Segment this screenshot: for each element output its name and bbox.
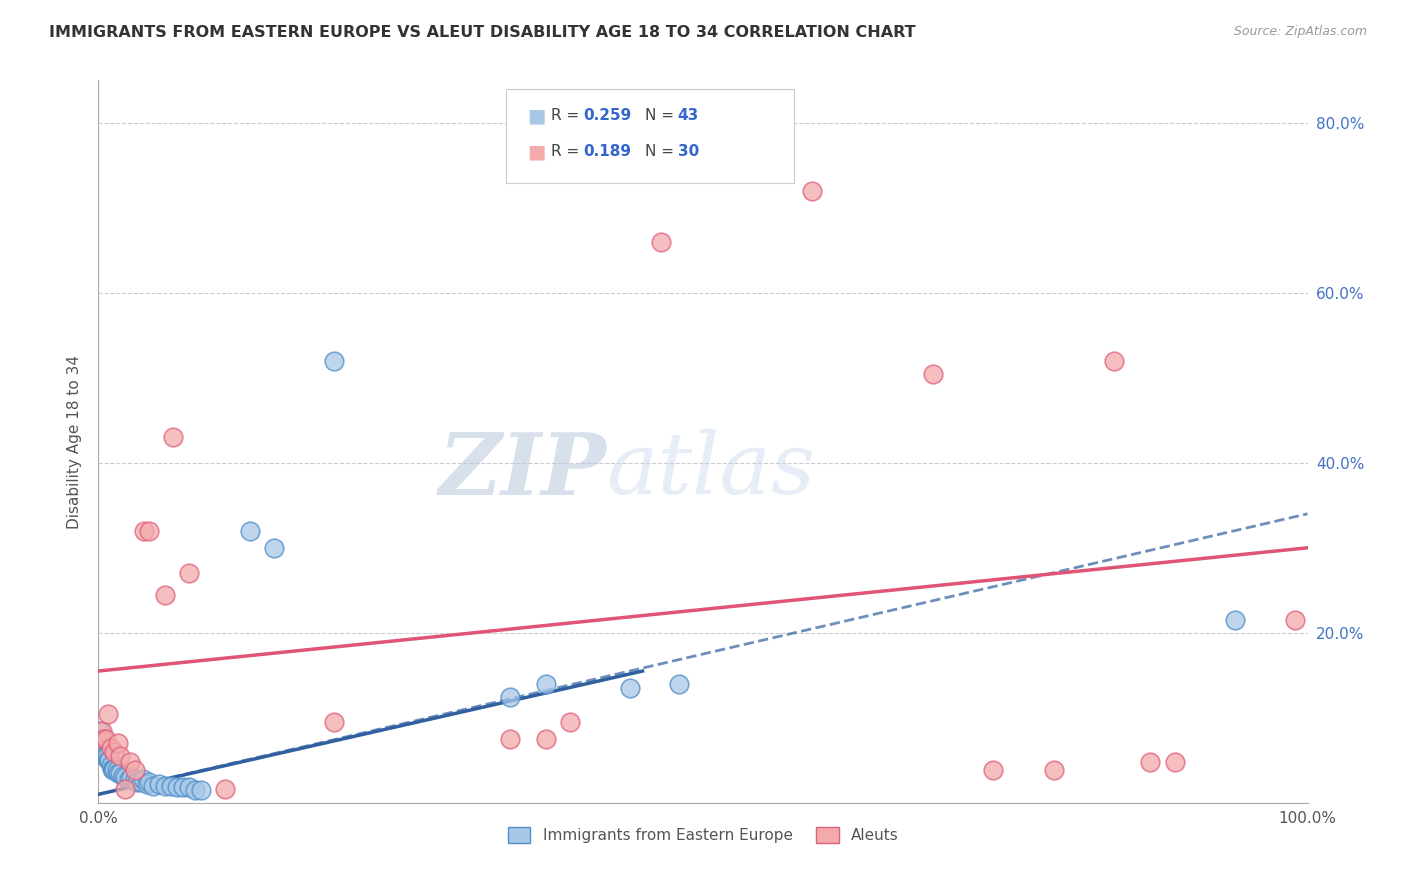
Point — [101, 764, 124, 778]
Point — [1139, 755, 1161, 769]
Text: 0.259: 0.259 — [583, 109, 631, 123]
Point — [619, 681, 641, 695]
Point — [650, 235, 672, 249]
Point — [103, 745, 125, 759]
Point — [800, 184, 823, 198]
Text: IMMIGRANTS FROM EASTERN EUROPE VS ALEUT DISABILITY AGE 18 TO 34 CORRELATION CHAR: IMMIGRANTS FROM EASTERN EUROPE VS ALEUT … — [49, 25, 915, 40]
Point — [107, 766, 129, 780]
Point — [94, 749, 117, 764]
Point — [100, 740, 122, 755]
Point — [124, 772, 146, 786]
Text: atlas: atlas — [606, 429, 815, 512]
Point — [498, 690, 520, 704]
Point — [91, 740, 114, 755]
Point — [190, 783, 212, 797]
Point — [135, 777, 157, 791]
Point — [184, 783, 207, 797]
Point — [214, 782, 236, 797]
Point — [93, 732, 115, 747]
Point — [118, 755, 141, 769]
Point — [172, 780, 194, 795]
Point — [179, 566, 201, 581]
Point — [89, 723, 111, 738]
Text: ■: ■ — [527, 106, 546, 126]
Point — [96, 749, 118, 764]
Point — [105, 764, 128, 778]
Text: 30: 30 — [678, 145, 699, 159]
Point — [921, 367, 943, 381]
Point — [108, 766, 131, 780]
Point — [127, 774, 149, 789]
Point — [153, 588, 176, 602]
Point — [1102, 353, 1125, 368]
Point — [153, 779, 176, 793]
Point — [93, 749, 115, 764]
Point — [114, 782, 136, 797]
Point — [132, 772, 155, 786]
Point — [108, 749, 131, 764]
Point — [97, 706, 120, 721]
Point — [97, 753, 120, 767]
Point — [166, 780, 188, 795]
Point — [179, 780, 201, 795]
Point — [98, 753, 121, 767]
Point — [1223, 613, 1246, 627]
Point — [91, 740, 114, 755]
Point — [142, 779, 165, 793]
Point — [160, 779, 183, 793]
Text: R =: R = — [551, 109, 585, 123]
Point — [134, 524, 156, 538]
Point — [124, 764, 146, 778]
Text: N =: N = — [645, 145, 679, 159]
Point — [91, 723, 114, 738]
Point — [111, 769, 134, 783]
Point — [138, 524, 160, 538]
Text: 0.189: 0.189 — [583, 145, 631, 159]
Point — [558, 714, 581, 729]
Point — [114, 770, 136, 784]
Legend: Immigrants from Eastern Europe, Aleuts: Immigrants from Eastern Europe, Aleuts — [502, 822, 904, 849]
Text: R =: R = — [551, 145, 585, 159]
Point — [129, 774, 152, 789]
Point — [100, 762, 122, 776]
Point — [148, 777, 170, 791]
Point — [94, 732, 117, 747]
Point — [239, 524, 262, 538]
Point — [120, 770, 142, 784]
Point — [162, 430, 184, 444]
Y-axis label: Disability Age 18 to 34: Disability Age 18 to 34 — [67, 354, 83, 529]
Text: 43: 43 — [678, 109, 699, 123]
Point — [534, 677, 557, 691]
Point — [668, 677, 690, 691]
Text: N =: N = — [645, 109, 679, 123]
Point — [323, 714, 346, 729]
Text: ZIP: ZIP — [439, 429, 606, 512]
Point — [323, 353, 346, 368]
Point — [118, 772, 141, 786]
Point — [498, 732, 520, 747]
Point — [534, 732, 557, 747]
Point — [90, 732, 112, 747]
Point — [138, 774, 160, 789]
Text: Source: ZipAtlas.com: Source: ZipAtlas.com — [1233, 25, 1367, 38]
Point — [1042, 764, 1064, 778]
Point — [981, 764, 1004, 778]
Point — [263, 541, 285, 555]
Text: ■: ■ — [527, 142, 546, 161]
Point — [1163, 755, 1185, 769]
Point — [100, 757, 122, 772]
Point — [1284, 613, 1306, 627]
Point — [103, 762, 125, 776]
Point — [107, 736, 129, 750]
